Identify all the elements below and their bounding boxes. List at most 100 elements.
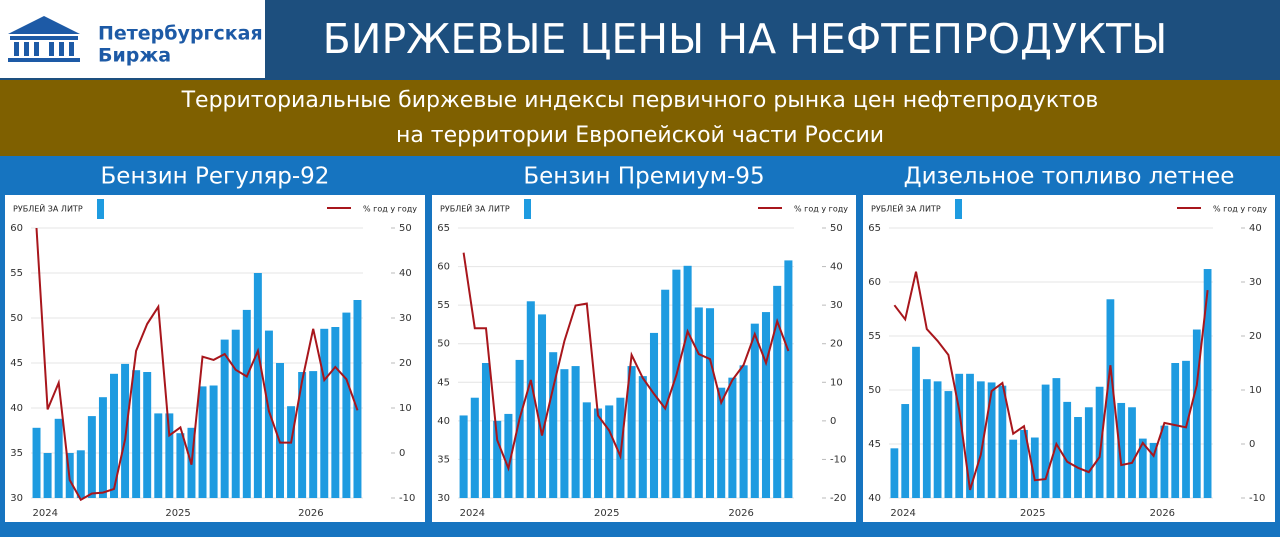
y2-tick-label: 20 — [830, 339, 843, 350]
x-tick-label: 2024 — [460, 508, 485, 519]
bar — [593, 408, 603, 498]
bar — [264, 330, 273, 498]
bar — [1084, 407, 1093, 498]
bar — [1149, 442, 1158, 498]
y-tick-label: 40 — [10, 403, 23, 414]
x-tick-label: 2025 — [594, 508, 619, 519]
y-tick-label: 65 — [868, 223, 881, 234]
x-tick-label: 2026 — [1150, 508, 1175, 519]
bar — [890, 448, 899, 498]
legend-label: % год у году — [1213, 205, 1267, 214]
bar — [1128, 407, 1136, 498]
y2-tick-label: 10 — [399, 403, 412, 414]
y2-tick-label: 0 — [830, 416, 836, 427]
bar — [209, 385, 218, 498]
x-tick-label: 2026 — [728, 508, 753, 519]
bar — [32, 427, 41, 498]
logo-icon — [8, 16, 80, 62]
y-tick-label: 40 — [437, 416, 450, 427]
bar — [459, 415, 468, 498]
y-tick-label: 65 — [437, 223, 450, 234]
bar — [1009, 439, 1018, 498]
x-tick-label: 2024 — [890, 508, 915, 519]
bar — [750, 323, 759, 498]
bar — [912, 346, 920, 498]
y2-tick-label: 0 — [399, 448, 405, 459]
y-tick-label: 40 — [868, 493, 881, 504]
y2-tick-label: 20 — [1249, 331, 1262, 342]
bar — [694, 307, 703, 498]
y-tick-label: 50 — [10, 313, 23, 324]
y2-tick-label: 40 — [830, 262, 843, 273]
bar — [298, 372, 307, 498]
y-tick-label: 45 — [10, 358, 23, 369]
line — [35, 227, 359, 502]
y2-tick-label: -10 — [830, 454, 846, 465]
bar — [481, 363, 491, 498]
bar — [537, 314, 547, 498]
y2-tick-label: 30 — [830, 300, 843, 311]
bar — [87, 416, 96, 498]
y-tick-label: 60 — [868, 277, 881, 288]
legend-label: РУБЛЕЙ ЗА ЛИТР — [871, 203, 941, 214]
bar — [309, 371, 318, 498]
bar — [342, 312, 351, 498]
bar — [76, 450, 85, 498]
bar — [627, 366, 636, 498]
x-tick-label: 2026 — [298, 508, 323, 519]
bar — [976, 381, 985, 498]
bar — [143, 372, 152, 498]
bar — [331, 327, 340, 498]
y2-tick-label: 40 — [1249, 223, 1262, 234]
bar — [739, 365, 748, 498]
bar — [98, 397, 107, 498]
bar — [638, 376, 647, 498]
bar — [220, 339, 229, 498]
y-tick-label: 55 — [868, 331, 881, 342]
bar — [493, 420, 502, 498]
y-tick-label: 55 — [10, 268, 23, 279]
bar — [515, 359, 524, 498]
bar — [242, 309, 251, 498]
y-tick-label: 50 — [437, 339, 450, 350]
bar — [922, 379, 931, 498]
legend-swatch — [97, 199, 104, 219]
subtitle: Территориальные биржевые индексы первичн… — [181, 88, 1099, 113]
legend-swatch — [524, 199, 531, 219]
y2-tick-label: 10 — [830, 377, 843, 388]
y-tick-label: 55 — [437, 300, 450, 311]
y-tick-label: 60 — [437, 262, 450, 273]
subtitle: на территории Европейской части России — [396, 123, 884, 148]
bar — [717, 387, 726, 498]
bar — [1095, 386, 1104, 498]
bar — [165, 413, 174, 498]
bar — [132, 370, 141, 498]
line — [893, 271, 1209, 491]
bar — [683, 265, 692, 498]
legend-label: РУБЛЕЙ ЗА ЛИТР — [13, 203, 83, 214]
bar — [705, 308, 715, 498]
page-title: БИРЖЕВЫЕ ЦЕНЫ НА НЕФТЕПРОДУКТЫ — [323, 15, 1168, 63]
bar — [198, 386, 207, 498]
legend-swatch — [955, 199, 962, 219]
chart-title: Дизельное топливо летнее — [904, 164, 1235, 190]
bar — [1171, 363, 1180, 498]
bar — [1138, 438, 1147, 498]
y-tick-label: 60 — [10, 223, 23, 234]
bar — [1117, 402, 1126, 498]
y-tick-label: 45 — [868, 439, 881, 450]
y-tick-label: 35 — [437, 454, 450, 465]
y-tick-label: 35 — [10, 448, 23, 459]
bar — [773, 285, 782, 498]
bar — [43, 453, 52, 498]
bar — [1052, 378, 1061, 498]
bar — [110, 373, 118, 498]
bar — [504, 413, 513, 498]
bar — [287, 406, 296, 498]
bar — [253, 273, 262, 498]
bar — [571, 366, 580, 498]
bar — [1182, 360, 1190, 498]
subtitle-bar — [0, 80, 1280, 156]
bar — [649, 332, 659, 498]
chart-title: Бензин Регуляр-92 — [101, 164, 330, 190]
